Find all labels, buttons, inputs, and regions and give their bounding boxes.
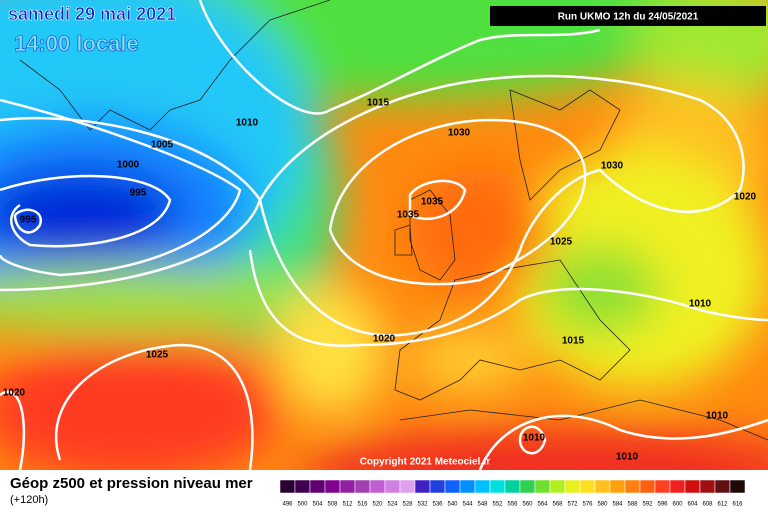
- scale-label: 536: [432, 502, 443, 508]
- scale-swatch: [504, 479, 521, 494]
- scale-label: 580: [597, 502, 608, 508]
- scale-swatch: [579, 479, 596, 494]
- scale-label: 584: [612, 502, 623, 508]
- scale-swatch: [699, 479, 716, 494]
- scale-swatch: [534, 479, 551, 494]
- scale-swatch: [684, 479, 701, 494]
- scale-swatch: [444, 479, 461, 494]
- scale-label: 600: [672, 502, 683, 508]
- scale-swatch: [489, 479, 506, 494]
- footer-title: Géop z500 et pression niveau mer: [10, 475, 253, 492]
- scale-swatch: [474, 479, 491, 494]
- isobar-label: 1015: [367, 98, 390, 109]
- isobar-label: 995: [20, 215, 37, 226]
- isobar-label: 1035: [421, 197, 444, 208]
- scale-label: 496: [282, 502, 293, 508]
- isobar-label: 1030: [448, 128, 471, 139]
- scale-label: 604: [687, 502, 698, 508]
- scale-label: 512: [342, 502, 353, 508]
- scale-label: 548: [477, 502, 488, 508]
- scale-swatch: [339, 479, 356, 494]
- run-text: Run UKMO 12h du 24/05/2021: [558, 12, 699, 23]
- scale-swatch: [654, 479, 671, 494]
- scale-label: 592: [642, 502, 653, 508]
- scale-swatch: [309, 479, 326, 494]
- scale-label: 528: [402, 502, 413, 508]
- scale-swatch: [609, 479, 626, 494]
- scale-label: 564: [537, 502, 548, 508]
- scale-swatch: [669, 479, 686, 494]
- scale-swatch: [294, 479, 311, 494]
- isobar-label: 1000: [117, 160, 140, 171]
- isobar-label: 1005: [151, 140, 174, 151]
- scale-swatch: [714, 479, 731, 494]
- scale-label: 540: [447, 502, 458, 508]
- scale-label: 516: [357, 502, 368, 508]
- isobar-label: 1025: [146, 350, 169, 361]
- scale-label: 576: [582, 502, 593, 508]
- scale-label: 552: [492, 502, 503, 508]
- scale-label: 544: [462, 502, 473, 508]
- scale-label: 616: [732, 502, 743, 508]
- isobar-label: 1010: [616, 452, 639, 463]
- scale-swatch: [729, 479, 746, 494]
- footer-subtitle: (+120h): [10, 494, 48, 506]
- isobar-label: 1015: [562, 336, 585, 347]
- scale-label: 500: [297, 502, 308, 508]
- isobar-label: 1010: [689, 299, 712, 310]
- isobar-label: 1010: [236, 118, 259, 129]
- isobar-label: 1020: [3, 388, 26, 399]
- scale-swatch: [369, 479, 386, 494]
- scale-label: 520: [372, 502, 383, 508]
- scale-label: 532: [417, 502, 428, 508]
- isobar-label: 1010: [523, 433, 546, 444]
- scale-label: 524: [387, 502, 398, 508]
- scale-label: 560: [522, 502, 533, 508]
- copyright: Copyright 2021 Meteociel.fr: [360, 457, 491, 468]
- scale-label: 608: [702, 502, 713, 508]
- scale-label: 612: [717, 502, 728, 508]
- scale-swatch: [399, 479, 416, 494]
- scale-swatch: [519, 479, 536, 494]
- scale-label: 588: [627, 502, 638, 508]
- scale-swatch: [564, 479, 581, 494]
- scale-swatch: [624, 479, 641, 494]
- date: samedi 29 mai 2021: [8, 4, 176, 24]
- isobar-label: 1010: [706, 411, 729, 422]
- scale-swatch: [549, 479, 566, 494]
- time: 14:00 locale: [14, 31, 139, 56]
- scale-swatch: [384, 479, 401, 494]
- isobar-label: 1025: [550, 237, 573, 248]
- scale-swatch: [459, 479, 476, 494]
- scale-swatch: [279, 479, 296, 494]
- isobar-label: 995: [130, 188, 147, 199]
- scale-swatch: [354, 479, 371, 494]
- color-scale: 496 500 504 508 512 516 520 524 528 532 536 540 544 5…: [279, 479, 746, 508]
- scale-label: 508: [327, 502, 338, 508]
- isobar-label: 1020: [373, 334, 396, 345]
- scale-swatch: [639, 479, 656, 494]
- scale-label: 568: [552, 502, 563, 508]
- scale-swatch: [414, 479, 431, 494]
- scale-swatch: [594, 479, 611, 494]
- scale-label: 572: [567, 502, 578, 508]
- scale-label: 596: [657, 502, 668, 508]
- scale-label: 504: [312, 502, 323, 508]
- scale-swatch: [324, 479, 341, 494]
- scale-swatch: [429, 479, 446, 494]
- scale-label: 556: [507, 502, 518, 508]
- run-box: [490, 6, 766, 26]
- isobar-label: 1035: [397, 210, 420, 221]
- isobar-label: 1030: [601, 161, 624, 172]
- isobar-label: 1020: [734, 192, 757, 203]
